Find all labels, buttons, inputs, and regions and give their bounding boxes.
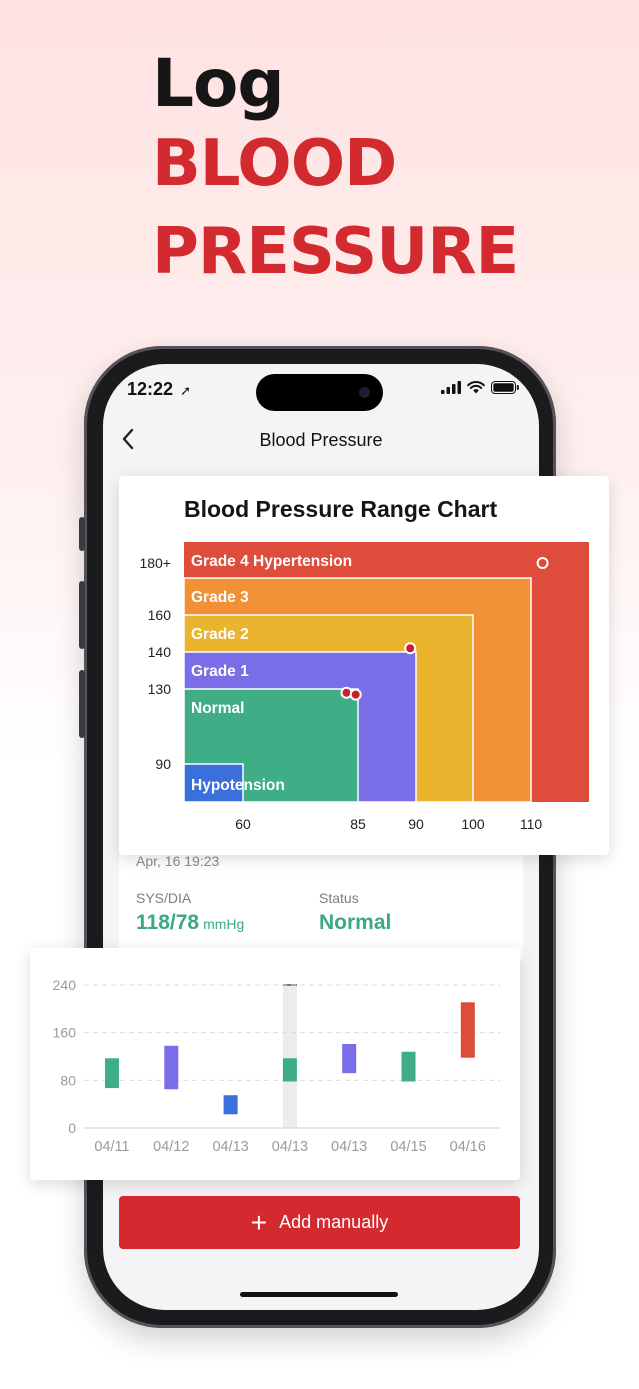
zone-label: Hypotension	[191, 777, 285, 794]
status-label: Status	[319, 890, 359, 906]
status-time: 12:22 ➚	[127, 379, 191, 399]
zone-label: Normal	[191, 700, 244, 717]
x-tick-label: 04/15	[390, 1139, 426, 1155]
range-bar	[342, 1043, 357, 1074]
page-title: Blood Pressure	[259, 430, 383, 450]
history-chart: 240 160 80 0 04/11 04/12 04/13 04/13 04/13 04/15 0…	[53, 977, 500, 1155]
reading-point	[404, 642, 417, 655]
sys-dia-number: 118/78	[136, 911, 200, 934]
y-tick-label: 160	[148, 607, 172, 623]
reading-point	[536, 557, 549, 569]
plus-icon: +	[250, 1206, 268, 1238]
x-tick-label: 04/11	[94, 1139, 129, 1155]
x-tick-label: 04/13	[272, 1139, 308, 1155]
phone-volume-up	[79, 581, 85, 649]
y-tick-label: 160	[53, 1025, 77, 1041]
x-tick-label: 85	[350, 816, 366, 832]
x-tick-label: 110	[520, 816, 543, 832]
y-tick-label: 80	[60, 1072, 76, 1088]
x-tick-label: 04/12	[153, 1139, 189, 1155]
y-tick-label: 0	[68, 1120, 76, 1136]
range-bar	[460, 1002, 475, 1058]
add-manually-button[interactable]: + Add manually	[119, 1196, 520, 1249]
y-tick-label: 240	[53, 977, 77, 993]
hero-line-pressure: PRESSURE	[152, 215, 519, 289]
status-icons	[441, 381, 519, 394]
hero-headline: Log BLOOD PRESSURE	[152, 45, 519, 296]
range-bar	[164, 1045, 179, 1090]
unit-label: mmHg	[203, 916, 245, 932]
sys-dia-label: SYS/DIA	[136, 890, 192, 906]
phone-volume-down	[79, 670, 85, 738]
x-tick-label: 60	[235, 816, 251, 832]
range-bar	[401, 1051, 416, 1082]
highlight-column	[282, 985, 297, 1128]
hero-line-blood: BLOOD	[152, 127, 397, 201]
range-chart: Grade 4 Hypertension Grade 3 Grade 2 Grade …	[139, 542, 589, 832]
hero-line-log: Log	[152, 45, 285, 122]
x-tick-label: 04/13	[212, 1139, 248, 1155]
chevron-left-icon	[122, 428, 134, 450]
x-tick-label: 100	[461, 816, 485, 832]
y-tick-label: 130	[148, 681, 172, 697]
sys-dia-value: 118/78 mmHg	[136, 911, 244, 935]
battery-icon	[491, 381, 519, 394]
y-tick-label: 140	[148, 644, 172, 660]
reading-point	[349, 688, 362, 701]
range-bar	[223, 1095, 238, 1115]
home-indicator[interactable]	[240, 1292, 398, 1297]
zone-label: Grade 3	[191, 589, 249, 606]
history-chart-card: 240 160 80 0 04/11 04/12 04/13 04/13 04/13 04/15 0…	[30, 948, 520, 1180]
x-tick-label: 04/13	[331, 1139, 367, 1155]
add-manually-label: Add manually	[279, 1212, 389, 1232]
zone-label: Grade 2	[191, 626, 249, 643]
range-chart-card: Blood Pressure Range Chart Grade 4 Hyper…	[119, 476, 609, 855]
wifi-icon	[467, 381, 485, 394]
range-bar	[282, 1058, 297, 1082]
x-tick-label: 04/16	[450, 1139, 486, 1155]
zone-hypotension	[183, 763, 244, 803]
signal-icon	[441, 381, 461, 394]
status-value: Normal	[319, 911, 392, 934]
front-camera-icon	[359, 387, 370, 398]
x-tick-label: 90	[408, 816, 424, 832]
range-chart-title: Blood Pressure Range Chart	[184, 496, 498, 522]
zone-label: Grade 1	[191, 663, 249, 680]
range-bar	[105, 1058, 119, 1089]
location-arrow-icon: ➚	[180, 383, 191, 398]
phone-mute-switch	[79, 517, 85, 551]
record-date: Apr, 16 19:23	[136, 853, 220, 869]
zone-label: Grade 4 Hypertension	[191, 553, 352, 570]
y-tick-label: 180+	[139, 555, 171, 571]
back-button[interactable]	[121, 426, 135, 457]
y-tick-label: 90	[155, 756, 171, 772]
dynamic-island	[256, 374, 383, 411]
